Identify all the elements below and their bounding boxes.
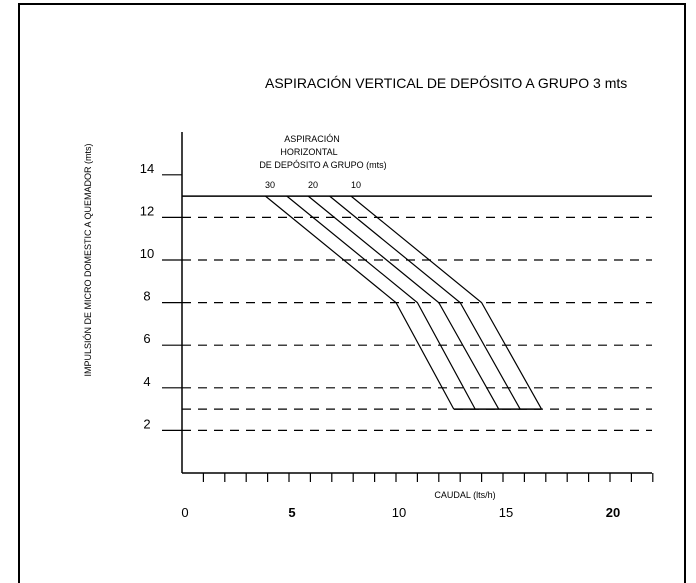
axis-ticks: 2 4 6 8 10 12 14 0 5 10 15 20 [140, 161, 653, 520]
y-tick-label: 14 [140, 161, 154, 176]
x-tick-label: 15 [499, 505, 513, 520]
series-lines [265, 196, 541, 409]
y-tick-label: 4 [143, 374, 150, 389]
series-label: 20 [308, 180, 318, 190]
x-tick-label: 0 [181, 505, 188, 520]
y-tick-label: 10 [140, 246, 154, 261]
x-axis-label: CAUDAL (lts/h) [434, 490, 495, 500]
grid-lines [182, 196, 652, 430]
y-tick-label: 6 [143, 331, 150, 346]
series-label: 10 [351, 180, 361, 190]
annotation-line3: DE DEPÓSITO A GRUPO (mts) [259, 160, 386, 170]
x-tick-label: 5 [288, 505, 295, 520]
x-tick-label: 20 [606, 505, 620, 520]
series-labels: 30 20 10 [265, 180, 361, 190]
annotation-line1: ASPIRACIÓN [284, 134, 340, 144]
y-tick-label: 2 [143, 416, 150, 431]
annotation-line2: HORIZONTAL [280, 147, 337, 157]
series-label: 30 [265, 180, 275, 190]
y-axis-label: IMPULSIÓN DE MICRO DOMESTIC A QUEMADOR (… [83, 143, 93, 376]
x-tick-label: 10 [392, 505, 406, 520]
y-tick-label: 8 [143, 289, 150, 304]
y-tick-label: 12 [140, 203, 154, 218]
